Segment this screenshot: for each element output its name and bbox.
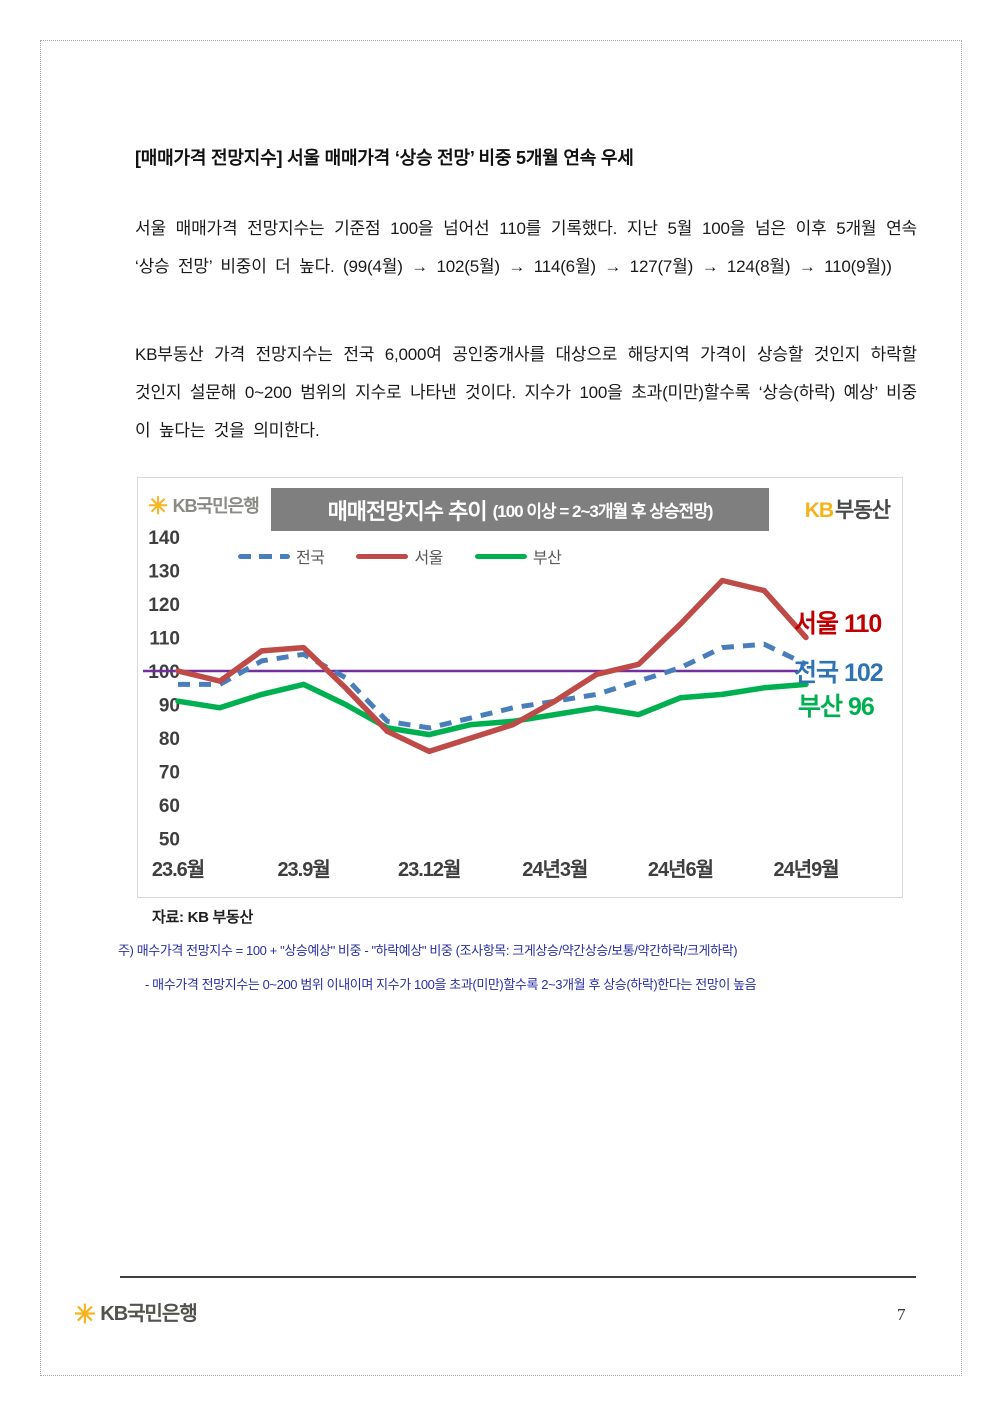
footer-kb-bank-logo: ✳ KB국민은행: [74, 1297, 198, 1330]
chart-legend: 전국 서울 부산: [238, 544, 562, 568]
chart-source: 자료: KB 부동산: [152, 909, 253, 926]
legend-item-nationwide: 전국: [238, 544, 325, 568]
series-end-label-nationwide: 전국 102: [794, 659, 883, 687]
series-line-nationwide: [178, 641, 808, 731]
legend-label-nationwide: 전국: [296, 550, 325, 567]
y-axis-tick-label: 70: [159, 763, 180, 784]
y-axis-tick-label: 90: [159, 696, 180, 717]
series-line-busan: [175, 681, 809, 738]
legend-swatch-busan: [474, 553, 527, 559]
legend-label-busan: 부산: [532, 550, 562, 567]
kb-realestate-kb: KB: [804, 499, 834, 522]
y-axis-tick-label: 120: [148, 595, 180, 616]
y-axis-tick-label: 80: [159, 729, 180, 750]
chart-subtitle: (100 이상 = 2~3개월 후 상승전망): [492, 502, 714, 521]
paragraph-1: 서울 매매가격 전망지수는 기준점 100을 넘어선 110를 기록했다. 지난…: [135, 219, 917, 276]
y-axis-tick-label: 140: [148, 528, 180, 549]
kb-bank-logo: ✳ KB국민은행: [148, 492, 260, 521]
y-axis-tick-label: 100: [148, 662, 180, 683]
kb-star-icon: ✳: [148, 493, 169, 520]
kb-star-icon: ✳: [74, 1299, 96, 1329]
chart-plot-area: 140 130 120 110 100 90 80 70 60 50 23.6월 23.9월 23.12…: [143, 528, 884, 881]
forecast-index-chart: 140 130 120 110 100 90 80 70 60 50 23.6월 23.9월 23.12…: [137, 477, 903, 898]
x-axis-tick-label: 24년6월: [648, 858, 713, 881]
y-axis-tick-label: 130: [148, 562, 180, 583]
footnote-2: - 매수가격 전망지수는 0~200 범위 이내이며 지수가 100을 초과(미…: [145, 977, 757, 992]
x-axis-tick-label: 23.6월: [152, 858, 204, 881]
x-axis-tick-label: 23.12월: [398, 858, 460, 881]
x-axis-tick-label: 24년9월: [773, 858, 838, 881]
kb-bank-logo-text: KB국민은행: [172, 496, 260, 516]
y-axis-tick-label: 110: [149, 629, 180, 650]
legend-swatch-seoul: [356, 553, 409, 559]
legend-swatch-nationwide: [238, 553, 290, 559]
x-axis-tick-label: 24년3월: [522, 858, 587, 881]
page-border: [40, 40, 962, 1376]
paragraph-2: KB부동산 가격 전망지수는 전국 6,000여 공인중개사를 대상으로 해당지…: [135, 345, 917, 440]
page-title: [매매가격 전망지수] 서울 매매가격 ‘상승 전망’ 비중 5개월 연속 우세: [135, 148, 634, 168]
legend-label-seoul: 서울: [414, 550, 443, 567]
kb-realestate-text: 부동산: [835, 499, 891, 522]
legend-item-busan: 부산: [474, 544, 562, 568]
series-line-seoul: [175, 577, 809, 755]
x-axis-tick-label: 23.9월: [277, 858, 329, 881]
page-number: 7: [897, 1305, 906, 1324]
footer-logo-text: KB국민은행: [100, 1303, 197, 1325]
y-axis-tick-label: 60: [159, 796, 180, 817]
series-end-label-busan: 부산 96: [798, 693, 874, 721]
footer-divider: [120, 1276, 916, 1278]
footnote-1: 주) 매수가격 전망지수 = 100 + "상승예상" 비중 - "하락예상" …: [118, 943, 738, 958]
chart-title: 매매전망지수 추이: [327, 498, 488, 524]
series-end-label-seoul: 서울 110: [794, 610, 881, 638]
kb-realestate-brand: KB부동산: [804, 494, 891, 524]
chart-title-box: 매매전망지수 추이 (100 이상 = 2~3개월 후 상승전망): [271, 488, 769, 531]
legend-item-seoul: 서울: [356, 544, 443, 568]
y-axis-tick-label: 50: [159, 830, 180, 851]
